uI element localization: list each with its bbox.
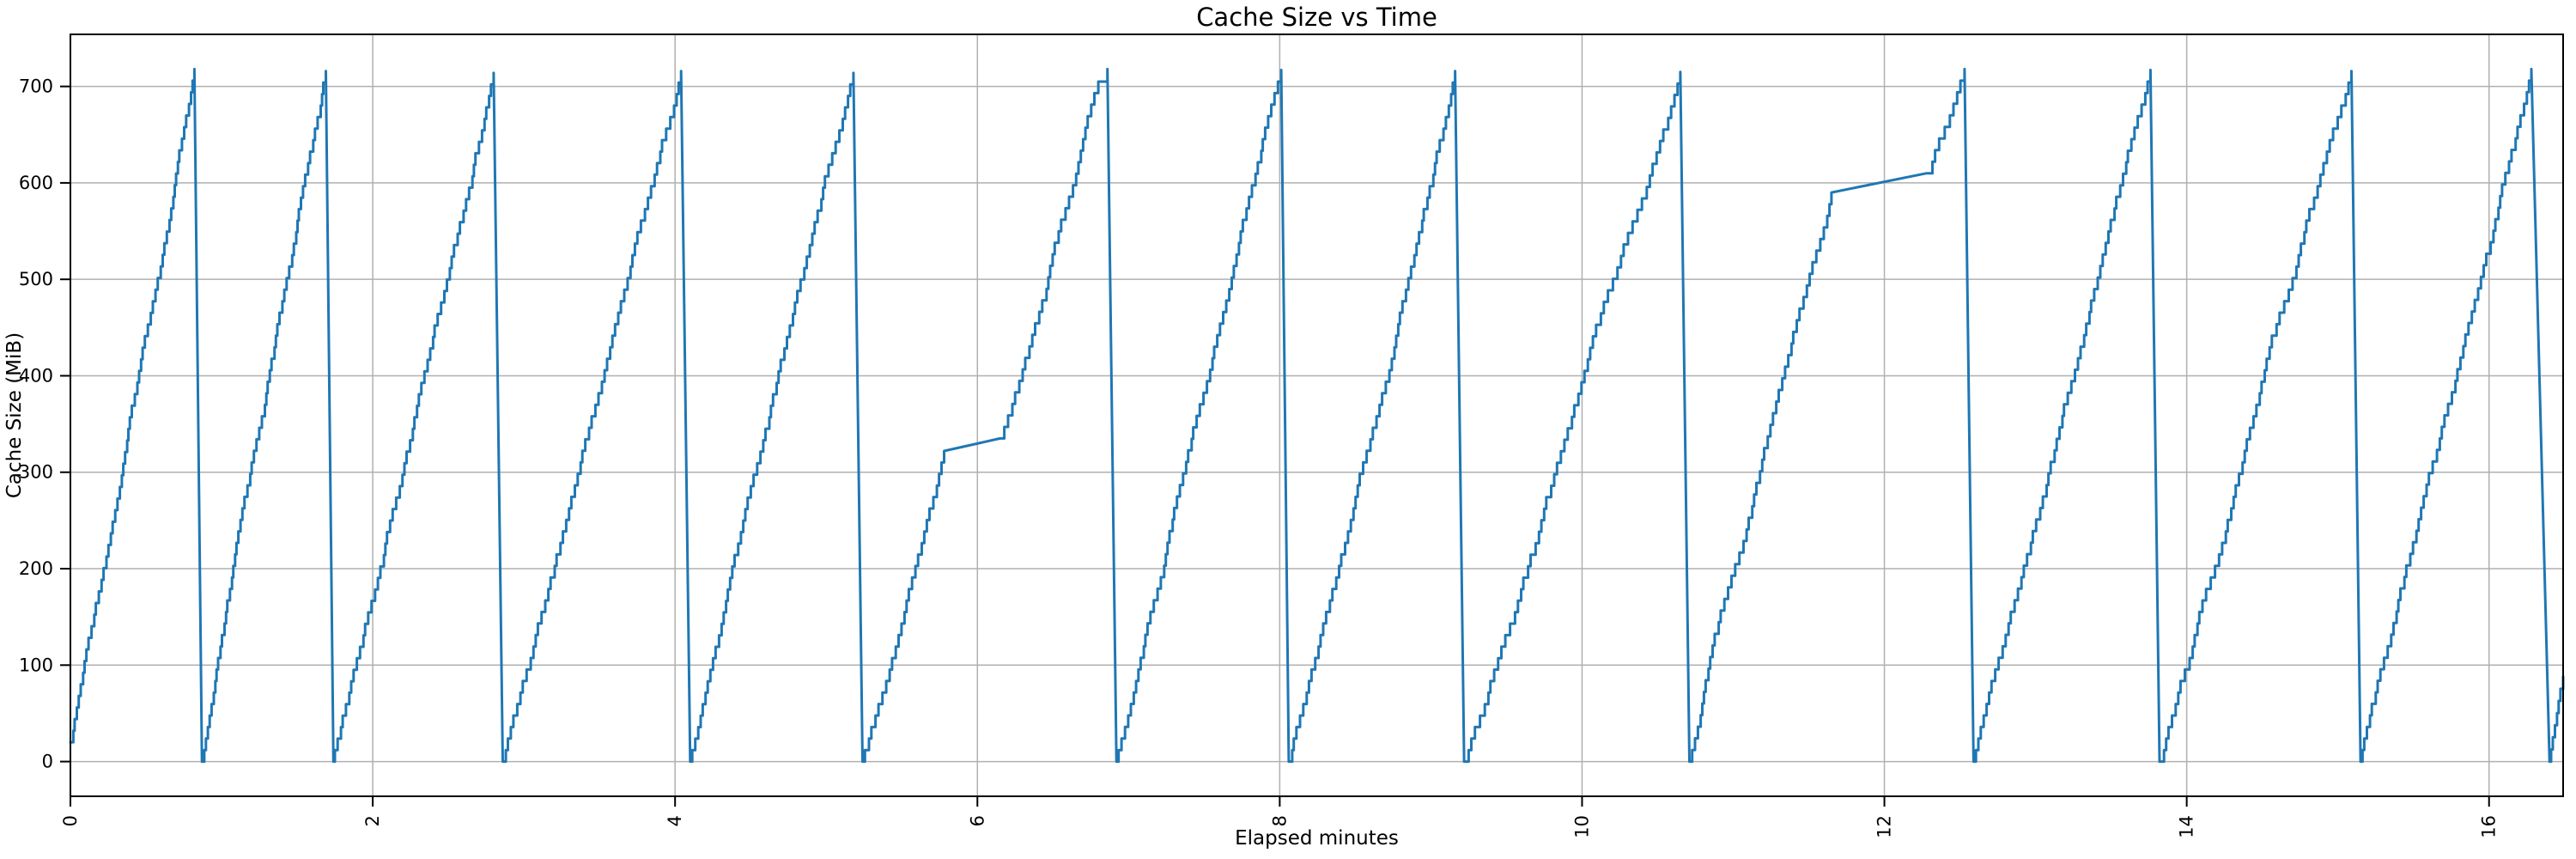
plot-border [70,34,2564,797]
y-tick-label: 300 [19,462,53,483]
x-tick-label: 8 [1269,815,1290,826]
y-axis-label: Cache Size (MiB) [3,332,26,498]
x-tick-label: 10 [1571,815,1592,838]
axis-text: Cache Size vs Time Elapsed minutes Cache… [3,3,1437,850]
axis-ticks: 0 2 4 6 8 10 12 14 16 0 100 200 300 400 500 600 700 [19,76,2500,838]
y-tick-label: 100 [19,655,53,675]
y-tick-label: 400 [19,365,53,386]
x-tick-label: 12 [1874,815,1895,838]
x-tick-label: 16 [2479,815,2500,838]
x-tick-label: 6 [967,815,987,826]
y-tick-label: 700 [19,76,53,97]
series-line [69,67,2565,764]
chart-title: Cache Size vs Time [1196,3,1437,32]
cache-size-series [69,67,2565,764]
x-axis-label: Elapsed minutes [1235,827,1399,850]
x-tick-label: 14 [2177,815,2197,838]
y-tick-label: 500 [19,269,53,289]
x-tick-label: 4 [665,815,685,826]
y-tick-label: 0 [42,752,53,772]
x-tick-label: 2 [362,815,383,826]
y-tick-label: 600 [19,173,53,193]
x-tick-label: 0 [60,815,81,826]
y-tick-label: 200 [19,558,53,579]
grid-lines [70,34,2563,796]
